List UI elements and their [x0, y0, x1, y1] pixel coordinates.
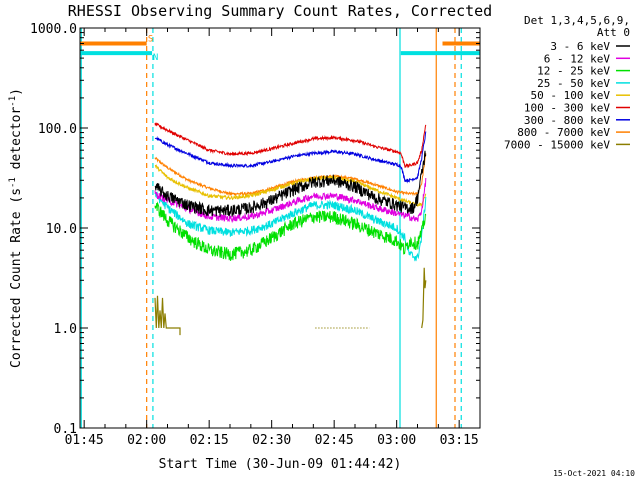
y-axis-label-main: Corrected Count Rate (s [9, 188, 24, 368]
x-tick-label-0: 01:45 [65, 433, 104, 448]
series-line-1 [154, 177, 427, 224]
legend-label-1: 6 - 12 keV [544, 52, 611, 65]
legend-label-0: 3 - 6 keV [550, 40, 610, 53]
tail-segment-0 [154, 295, 181, 336]
x-tick-label-1: 02:00 [127, 433, 166, 448]
y-tick-label-0: 1000.0 [30, 22, 77, 37]
series-line-7 [154, 153, 427, 197]
x-tick-label-2: 02:15 [190, 433, 229, 448]
legend-label-4: 50 - 100 keV [531, 89, 611, 102]
y-tick-label-2: 10.0 [46, 222, 77, 237]
legend-label-7: 800 - 7000 keV [517, 126, 610, 139]
axes: 1000.0 100.0 10.0 1.0 0.101:45 02:00 02:15 02:3… [30, 22, 481, 448]
x-axis-label: Start Time (30-Jun-09 01:44:42) [159, 457, 402, 472]
flag-label-S: S [148, 34, 153, 44]
y-tick-label-1: 100.0 [38, 122, 77, 137]
x-tick-label-4: 02:45 [315, 433, 354, 448]
plot-area: SN [80, 28, 480, 428]
series-line-4 [154, 164, 427, 207]
x-tick-label-5: 03:00 [377, 433, 416, 448]
legend-label-6: 300 - 800 keV [524, 114, 610, 127]
legend-label-2: 12 - 25 keV [537, 65, 610, 78]
y-axis-label-end: ) [9, 88, 24, 96]
legend-label-3: 25 - 50 keV [537, 77, 610, 90]
series-line-5 [154, 122, 427, 169]
series-line-3 [154, 191, 427, 262]
legend-label-5: 100 - 300 keV [524, 102, 610, 115]
flag-label-N: N [153, 53, 158, 63]
series-line-0 [154, 150, 427, 217]
legend-label-8: 7000 - 15000 keV [504, 138, 610, 151]
y-axis-label: Corrected Count Rate (s-1 detector-1) [8, 88, 24, 368]
legend-header-1: Att 0 [597, 26, 630, 39]
series-line-2 [154, 201, 427, 261]
series-line-6 [154, 131, 427, 184]
x-tick-label-3: 02:30 [252, 433, 291, 448]
footer-date: 15-Oct-2021 04:10 [553, 469, 635, 478]
x-tick-label-6: 03:15 [440, 433, 479, 448]
legend-header-0: Det 1,3,4,5,6,9, [524, 14, 630, 27]
chart-title: RHESSI Observing Summary Count Rates, Co… [68, 2, 492, 20]
y-axis-label-mid: detector [9, 107, 24, 178]
y-axis-label-sup1: -1 [8, 177, 18, 188]
tail-segment-1 [421, 267, 427, 329]
y-axis-label-sup2: -1 [8, 96, 18, 107]
y-tick-label-4: 0.1 [54, 422, 77, 437]
y-tick-label-3: 1.0 [54, 322, 77, 337]
